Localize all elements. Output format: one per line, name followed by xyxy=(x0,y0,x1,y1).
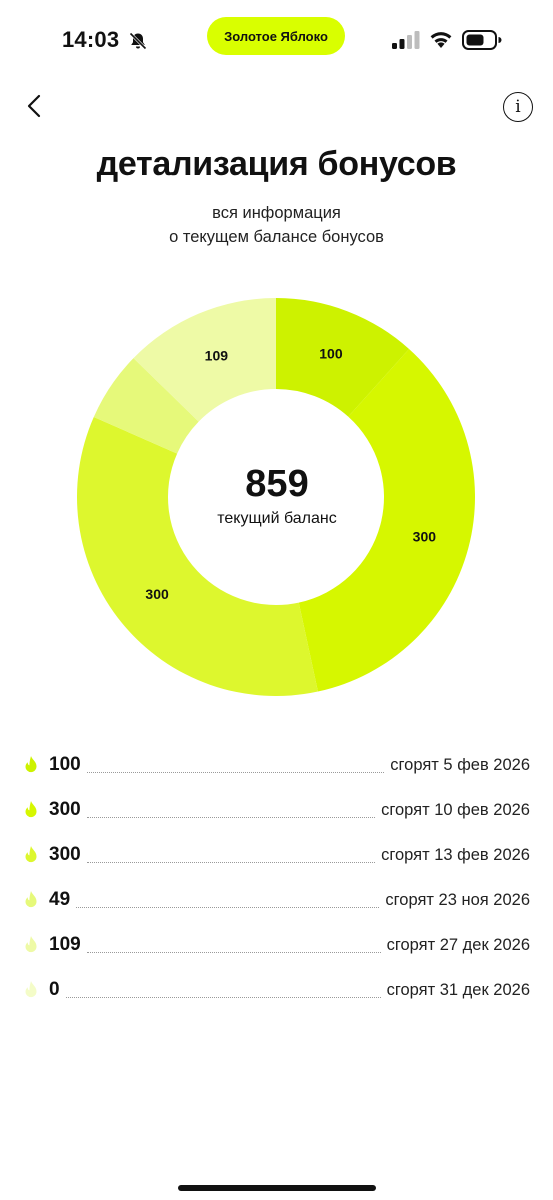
bonus-expiry: сгорят 27 дек 2026 xyxy=(386,935,530,954)
status-time: 14:03 xyxy=(62,27,120,52)
donut-slice xyxy=(93,358,199,454)
page-subtitle: вся информация о текущем балансе бонусов xyxy=(0,201,553,249)
bonus-amount: 300 xyxy=(49,844,81,865)
donut-slice-label: 300 xyxy=(145,586,169,602)
bell-muted-icon xyxy=(129,32,147,50)
balance-center: 859 текущий баланс xyxy=(177,462,377,528)
signal-icon xyxy=(392,31,420,49)
bonus-expiry: сгорят 23 ноя 2026 xyxy=(385,890,530,909)
bonus-row: 109 сгорят 27 дек 2026 xyxy=(22,924,530,966)
donut-slice-label: 109 xyxy=(205,348,229,364)
bonus-expiry: сгорят 5 фев 2026 xyxy=(390,755,530,774)
dotted-leader xyxy=(65,996,381,998)
bonus-expiry: сгорят 13 фев 2026 xyxy=(381,845,530,864)
flame-icon xyxy=(25,846,37,863)
status-bar: 14:03 Золотое Яблоко xyxy=(0,0,553,80)
balance-label: текущий баланс xyxy=(217,510,337,527)
flame-icon xyxy=(25,756,37,773)
dotted-leader xyxy=(86,771,385,773)
donut-slice xyxy=(298,349,475,692)
dotted-leader xyxy=(76,906,380,908)
donut-slice-label: 300 xyxy=(413,528,437,544)
loyalty-status-pill[interactable]: Золотое Яблоко xyxy=(207,17,345,55)
bonus-row: 300 сгорят 10 фев 2026 xyxy=(22,789,530,831)
bonus-amount: 49 xyxy=(49,889,71,910)
bonus-donut-chart: 100 300 300 109 xyxy=(77,298,475,696)
bonus-row: 49 сгорят 23 ноя 2026 xyxy=(22,879,530,921)
back-arrow-icon[interactable] xyxy=(22,92,50,120)
page-title: детализация бонусов xyxy=(96,145,457,183)
bonus-row: 300 сгорят 13 фев 2026 xyxy=(22,834,530,876)
battery-icon xyxy=(462,30,502,50)
balance-value: 859 xyxy=(245,463,309,505)
wifi-icon xyxy=(430,32,452,48)
bonus-amount: 100 xyxy=(49,754,81,775)
bonus-row: 0 сгорят 31 дек 2026 xyxy=(22,969,530,1011)
bonus-amount: 0 xyxy=(49,979,60,1000)
donut-slice xyxy=(133,298,276,422)
flame-icon xyxy=(25,891,37,908)
bonus-amount: 300 xyxy=(49,799,81,820)
subtitle-line-2: о текущем балансе бонусов xyxy=(169,228,384,246)
bonus-expiry: сгорят 31 дек 2026 xyxy=(386,980,530,999)
home-indicator xyxy=(178,1185,376,1191)
flame-icon xyxy=(25,801,37,818)
flame-icon xyxy=(25,936,37,953)
donut-slice xyxy=(276,298,410,417)
bonus-row: 100 сгорят 5 фев 2026 xyxy=(22,744,530,786)
info-icon[interactable]: i xyxy=(503,92,533,122)
donut-slice xyxy=(77,416,318,696)
donut-slice-label: 100 xyxy=(319,346,343,362)
bonus-expiry: сгорят 10 фев 2026 xyxy=(381,800,530,819)
dotted-leader xyxy=(86,951,381,953)
dotted-leader xyxy=(86,816,376,818)
dotted-leader xyxy=(86,861,376,863)
flame-icon xyxy=(25,981,37,998)
subtitle-line-1: вся информация xyxy=(212,204,341,222)
bonus-amount: 109 xyxy=(49,934,81,955)
